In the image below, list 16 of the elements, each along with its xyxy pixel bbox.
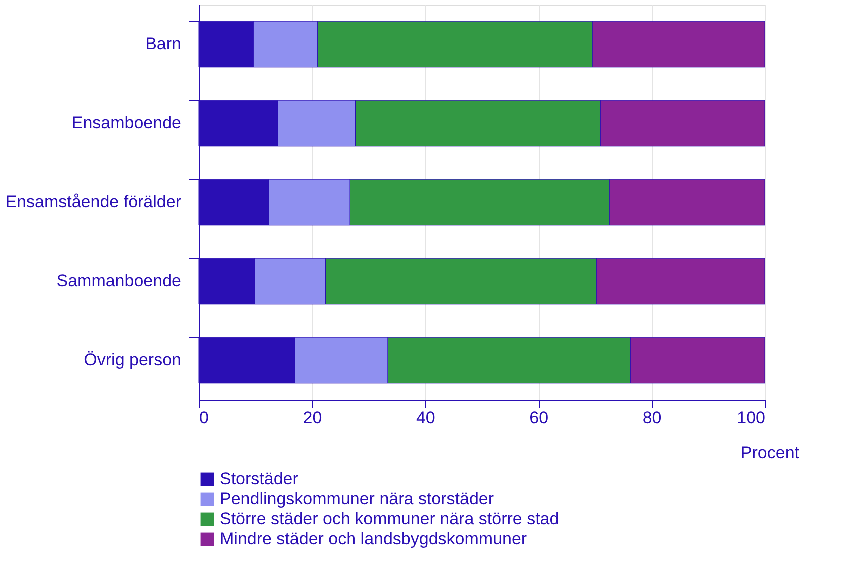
legend-label: Mindre städer och landsbygdskommuner: [220, 530, 528, 548]
x-tick-label: 0: [200, 408, 209, 428]
legend-label: Pendlingskommuner nära storstäder: [220, 490, 494, 508]
x-axis-title: Procent: [740, 444, 800, 462]
y-tick-label: Övrig person: [84, 350, 182, 370]
x-tick-label: 40: [416, 408, 436, 428]
y-tick-label: Sammanboende: [56, 272, 182, 290]
x-tick-label: 100: [737, 408, 766, 428]
legend-label: Större städer och kommuner nära större stad: [220, 510, 560, 528]
legend-label: Storstäder: [220, 470, 299, 488]
y-tick-label: Ensamboende: [72, 114, 182, 132]
y-tick-label: Ensamstående förälder: [6, 192, 182, 212]
y-tick-label: Barn: [146, 34, 182, 54]
x-tick-label: 80: [642, 408, 662, 428]
x-tick-label: 60: [530, 408, 549, 428]
x-tick-label: 20: [303, 408, 322, 428]
